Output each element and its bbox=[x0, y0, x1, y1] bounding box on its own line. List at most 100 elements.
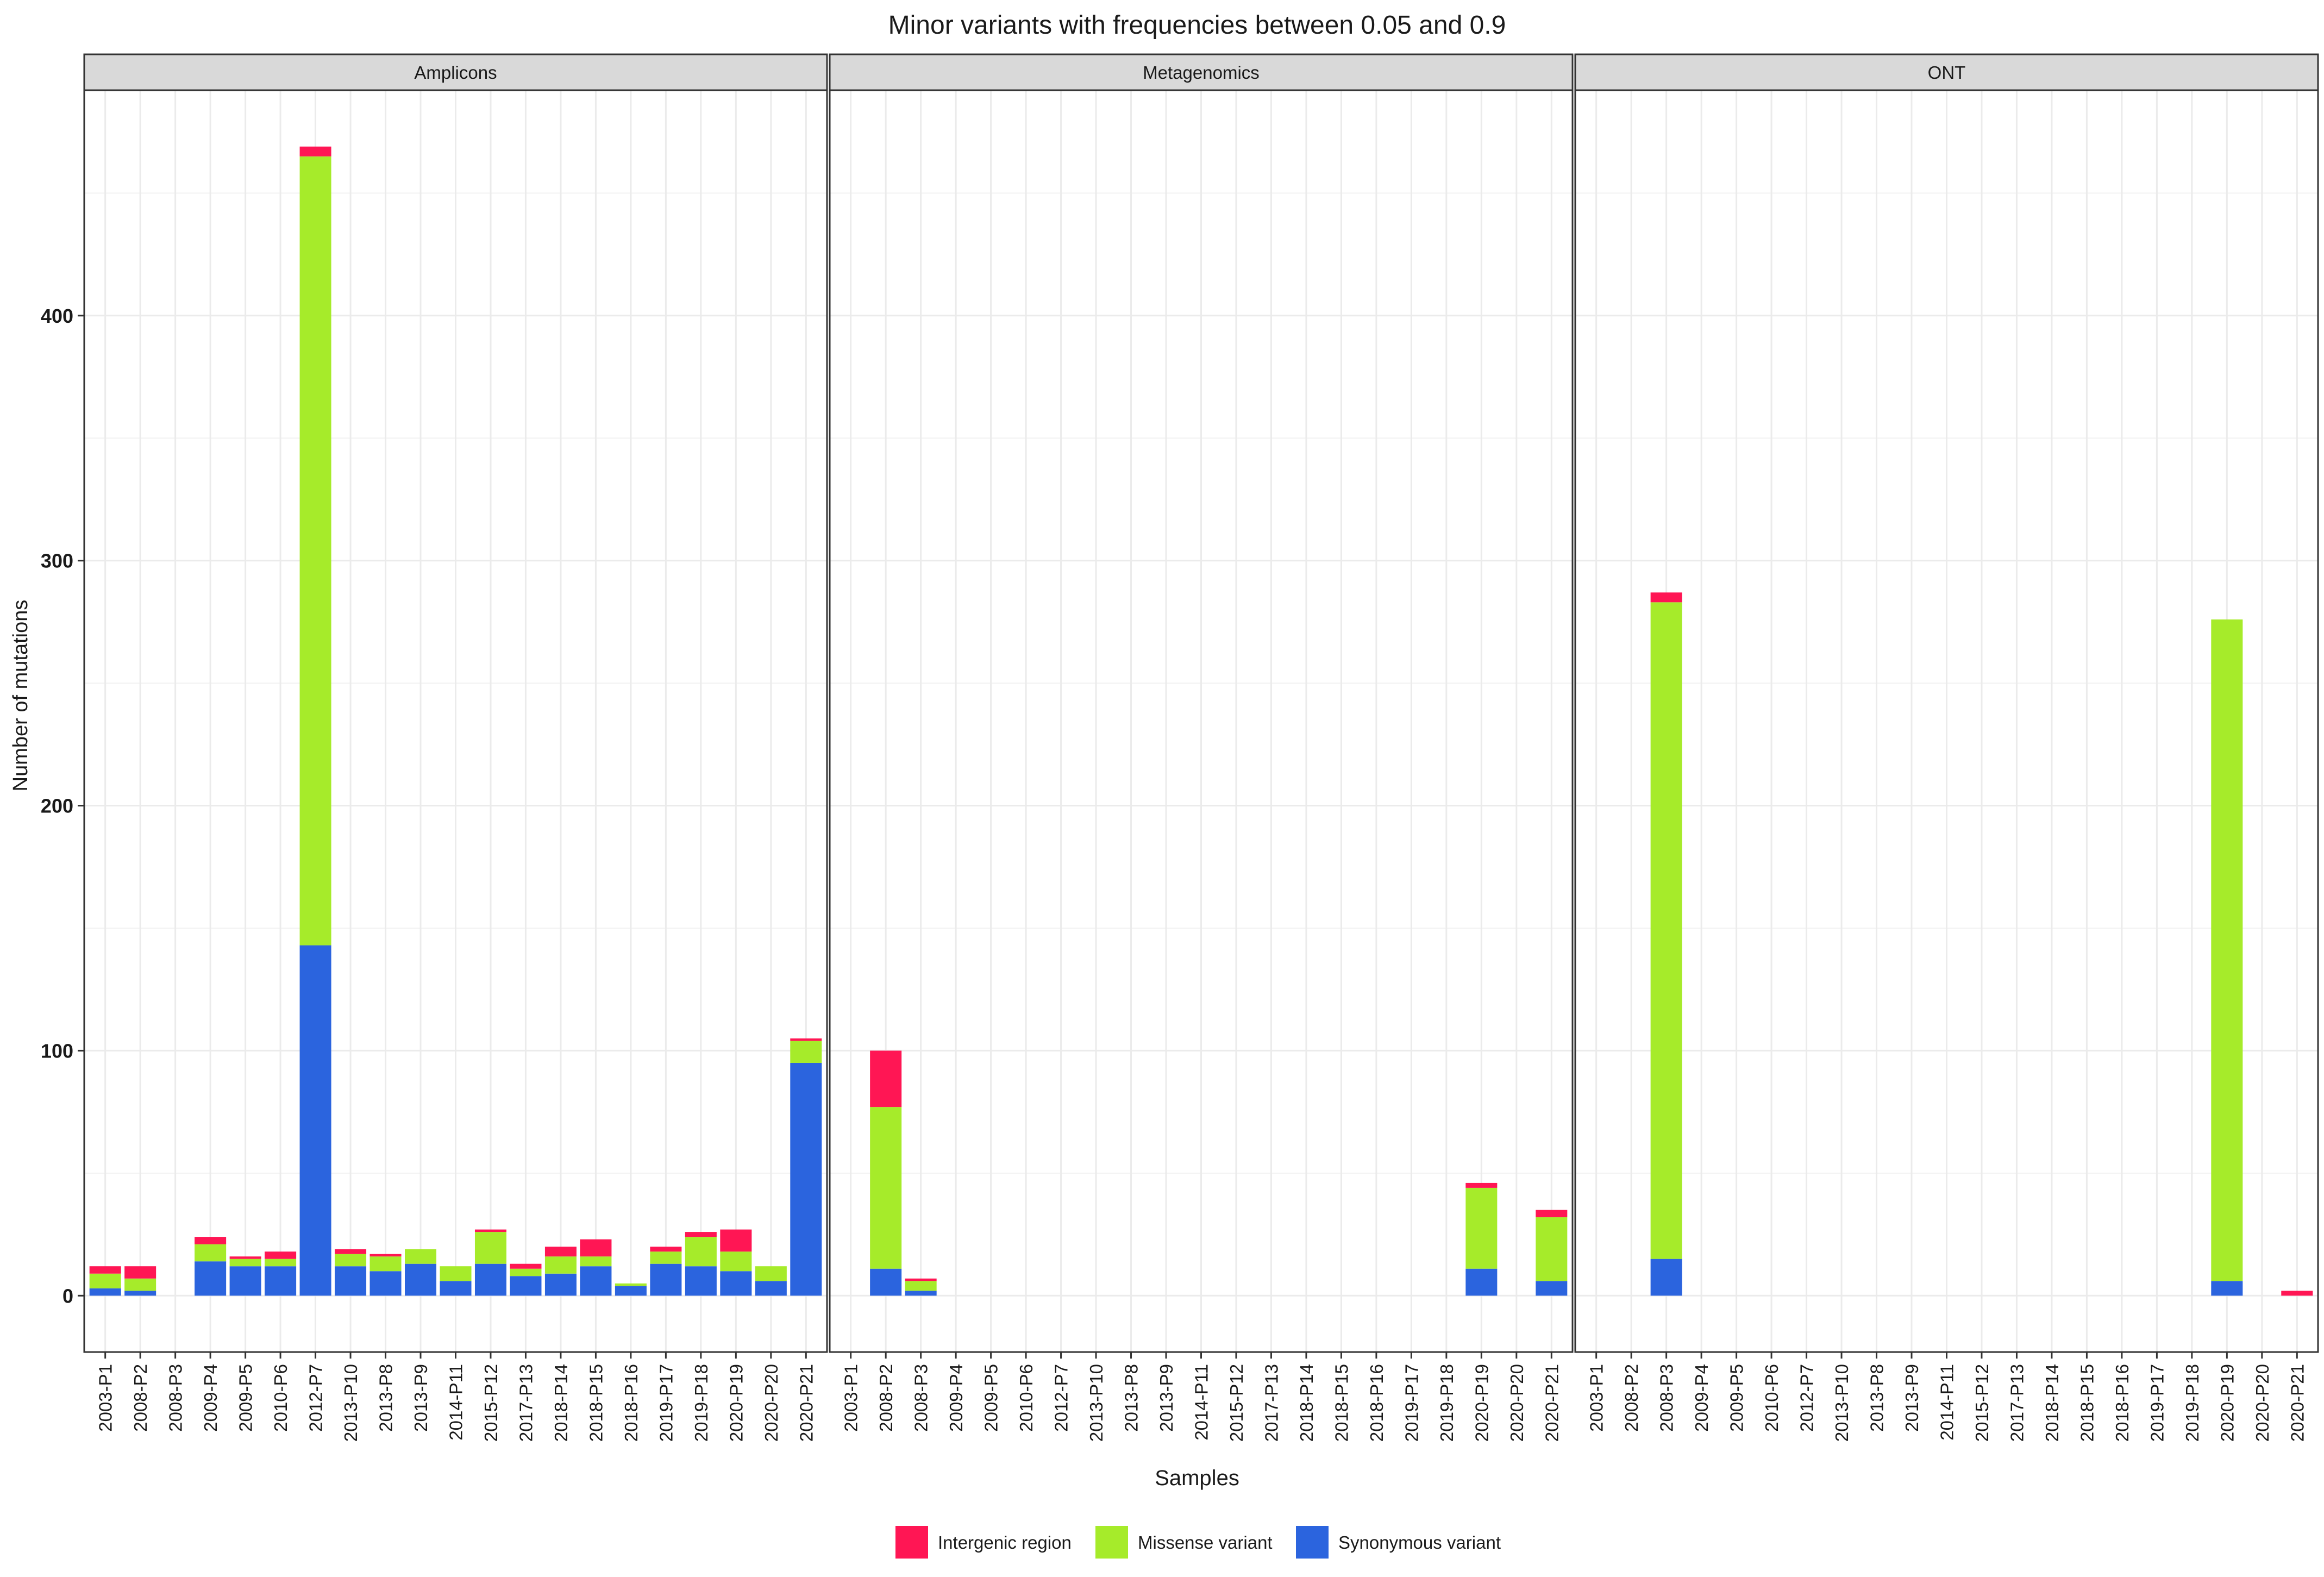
x-tick-label: 2012-P7 bbox=[1797, 1364, 1817, 1432]
bar-segment bbox=[335, 1254, 367, 1267]
bar-segment bbox=[685, 1232, 717, 1237]
bar-segment bbox=[229, 1259, 261, 1267]
bar-segment bbox=[265, 1266, 297, 1296]
bar-segment bbox=[2211, 619, 2243, 1281]
bar-segment bbox=[440, 1266, 472, 1281]
bar-segment bbox=[299, 146, 331, 157]
x-tick-label: 2018-P16 bbox=[2112, 1364, 2132, 1442]
chart-title: Minor variants with frequencies between … bbox=[888, 11, 1506, 40]
x-tick-label: 2013-P8 bbox=[1867, 1364, 1887, 1432]
x-tick-label: 2019-P18 bbox=[1437, 1364, 1457, 1442]
x-tick-label: 2019-P17 bbox=[1401, 1364, 1421, 1442]
legend-item: Synonymous variant bbox=[1296, 1526, 1501, 1559]
x-tick-label: 2018-P16 bbox=[1367, 1364, 1387, 1442]
y-tick-label: 400 bbox=[41, 305, 73, 327]
bar-segment bbox=[755, 1266, 787, 1281]
x-tick-label: 2020-P20 bbox=[761, 1364, 781, 1442]
bar-segment bbox=[905, 1278, 937, 1281]
x-tick-label: 2018-P14 bbox=[2042, 1364, 2062, 1442]
x-tick-label: 2014-P11 bbox=[1192, 1364, 1212, 1441]
x-tick-label: 2013-P9 bbox=[1156, 1364, 1176, 1432]
bar-segment bbox=[1536, 1281, 1568, 1296]
x-tick-label: 2009-P5 bbox=[1727, 1364, 1747, 1432]
bar-segment bbox=[474, 1263, 506, 1296]
bar-segment bbox=[544, 1247, 577, 1257]
x-tick-label: 2012-P7 bbox=[1051, 1364, 1072, 1432]
bar-segment bbox=[544, 1256, 577, 1274]
x-axis-title: Samples bbox=[1155, 1466, 1239, 1490]
legend-item: Intergenic region bbox=[895, 1526, 1072, 1559]
y-axis: 0 100 200 300 400 bbox=[41, 305, 84, 1307]
x-tick-label: 2010-P6 bbox=[1016, 1364, 1036, 1432]
bar-segment bbox=[299, 156, 331, 946]
x-tick-label: 2003-P1 bbox=[1587, 1364, 1607, 1432]
bar-segment bbox=[1650, 602, 1682, 1259]
bar-segment bbox=[544, 1273, 577, 1296]
facet-panel-amplicons: Amplicons 2003-P1 2008-P2 2008-P3 2009-P4 200… bbox=[83, 53, 828, 1442]
bar-segment bbox=[2281, 1291, 2313, 1296]
x-tick-label: 2014-P11 bbox=[1937, 1364, 1957, 1441]
x-tick-label: 2013-P8 bbox=[1122, 1364, 1142, 1432]
bar-segment bbox=[790, 1062, 822, 1296]
x-tick-label: 2015-P12 bbox=[1972, 1364, 1992, 1442]
x-tick-label: 2020-P19 bbox=[1471, 1364, 1492, 1442]
strip-label: ONT bbox=[1928, 62, 1966, 83]
x-tick-label: 2019-P17 bbox=[2147, 1364, 2167, 1442]
bar-segment bbox=[870, 1050, 902, 1107]
bar-segment bbox=[650, 1247, 682, 1252]
strip-label: Amplicons bbox=[414, 62, 497, 83]
bar-segment bbox=[790, 1038, 822, 1041]
x-tick-label: 2018-P14 bbox=[1296, 1364, 1317, 1442]
bar-segment bbox=[510, 1276, 542, 1296]
bar-segment bbox=[685, 1237, 717, 1267]
bar-segment bbox=[580, 1266, 612, 1296]
x-tick-label: 2020-P20 bbox=[2252, 1364, 2272, 1442]
x-tick-label: 2009-P4 bbox=[946, 1364, 966, 1432]
y-axis-title: Number of mutations bbox=[9, 600, 32, 792]
legend-label: Synonymous variant bbox=[1338, 1532, 1501, 1553]
x-tick-label: 2019-P17 bbox=[656, 1364, 676, 1442]
strip-background bbox=[83, 53, 828, 91]
x-tick-label: 2020-P21 bbox=[796, 1364, 816, 1442]
x-tick-label: 2020-P20 bbox=[1507, 1364, 1527, 1442]
x-tick-label: 2008-P2 bbox=[130, 1364, 151, 1432]
y-tick-label: 300 bbox=[41, 550, 73, 572]
bar-segment bbox=[335, 1266, 367, 1296]
legend: Intergenic region Missense variant Synonym… bbox=[895, 1526, 1501, 1559]
legend-key bbox=[1296, 1526, 1329, 1559]
bar-segment bbox=[229, 1266, 261, 1296]
bar-segment bbox=[720, 1229, 752, 1252]
x-tick-label: 2003-P1 bbox=[96, 1364, 116, 1432]
bar-segment bbox=[685, 1266, 717, 1296]
bar-segment bbox=[1465, 1268, 1498, 1296]
x-tick-label: 2008-P2 bbox=[876, 1364, 896, 1432]
bar-segment bbox=[580, 1256, 612, 1267]
x-tick-label: 2003-P1 bbox=[841, 1364, 861, 1432]
bar-segment bbox=[1650, 1259, 1682, 1296]
facet-panel-metagenomics: Metagenomics 2003-P1 2008-P2 2008-P3 2009-P4… bbox=[829, 53, 1574, 1442]
bar-segment bbox=[1465, 1187, 1498, 1269]
x-tick-label: 2013-P10 bbox=[341, 1364, 361, 1442]
bar-segment bbox=[905, 1291, 937, 1296]
x-tick-label: 2012-P7 bbox=[306, 1364, 326, 1432]
bar-segment bbox=[405, 1249, 437, 1264]
x-tick-label: 2010-P6 bbox=[1762, 1364, 1782, 1432]
legend-label: Intergenic region bbox=[938, 1532, 1072, 1553]
legend-label: Missense variant bbox=[1138, 1532, 1273, 1553]
legend-item: Missense variant bbox=[1095, 1526, 1273, 1559]
x-tick-label: 2009-P4 bbox=[1692, 1364, 1712, 1432]
x-tick-label: 2009-P5 bbox=[981, 1364, 1001, 1432]
x-tick-label: 2013-P9 bbox=[411, 1364, 431, 1432]
bar-segment bbox=[755, 1281, 787, 1296]
bar-segment bbox=[615, 1286, 647, 1296]
bar-segment bbox=[510, 1268, 542, 1276]
bar-segment bbox=[650, 1263, 682, 1296]
bar-segment bbox=[369, 1256, 402, 1272]
x-tick-label: 2018-P15 bbox=[1331, 1364, 1351, 1442]
facet-panel-ont: ONT 2003-P1 2008-P2 2008-P3 2009-P4 2009-P5 20… bbox=[1574, 53, 2319, 1442]
x-tick-label: 2008-P3 bbox=[1657, 1364, 1677, 1432]
x-tick-label: 2015-P12 bbox=[481, 1364, 501, 1442]
bar-segment bbox=[905, 1281, 937, 1291]
bar-segment bbox=[265, 1251, 297, 1259]
x-tick-label: 2010-P6 bbox=[271, 1364, 291, 1432]
